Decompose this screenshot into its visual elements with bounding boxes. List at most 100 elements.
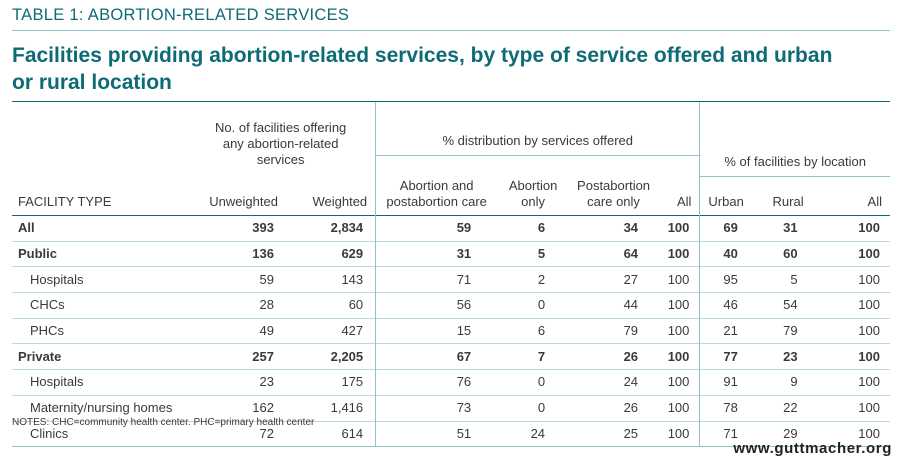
cell-weighted: 427 bbox=[285, 318, 377, 344]
row-label: Hospitals bbox=[30, 271, 84, 287]
cell-all-services: 100 bbox=[658, 343, 701, 370]
table-row: All 393 2,834 59 6 34 100 69 31 100 bbox=[12, 215, 890, 242]
group-header-location: % of facilities by location bbox=[699, 102, 890, 177]
col-weighted: Weighted bbox=[285, 176, 377, 216]
services-header-spacer bbox=[375, 155, 701, 176]
col-rural: Rural bbox=[772, 194, 804, 209]
cell-rural: 79 bbox=[783, 323, 798, 339]
cell-abortion-postabortion: 31 bbox=[456, 246, 472, 262]
cell-abortion-only: 2 bbox=[537, 271, 546, 287]
cell-abortion-postabortion: 71 bbox=[456, 271, 472, 287]
row-label: Maternity/nursing homes bbox=[30, 400, 173, 416]
table-row: Hospitals 59 143 71 2 27 100 95 5 100 bbox=[12, 266, 890, 293]
cell-unweighted: 257 bbox=[252, 348, 274, 364]
cell-urban: 40 bbox=[723, 246, 738, 262]
cell-unweighted: 49 bbox=[259, 323, 274, 339]
cell-all-services: 100 bbox=[658, 215, 701, 242]
data-table: No. of facilities offering any abortion-… bbox=[12, 102, 890, 447]
cell-urban: 21 bbox=[723, 323, 738, 339]
cell-urban: 95 bbox=[723, 271, 738, 287]
cell-unweighted: 28 bbox=[259, 297, 274, 313]
cell-all-location: 100 bbox=[858, 348, 880, 364]
cell-abortion-postabortion: 76 bbox=[456, 374, 472, 390]
col-abortion-postabortion: Abortion and postabortion care bbox=[386, 178, 487, 209]
cell-rural: 9 bbox=[790, 374, 798, 390]
cell-all-services: 100 bbox=[658, 266, 701, 293]
cell-urban: 91 bbox=[723, 374, 738, 390]
cell-all-services: 100 bbox=[658, 292, 701, 319]
cell-abortion-only: 0 bbox=[537, 297, 546, 313]
cell-abortion-postabortion: 67 bbox=[456, 348, 472, 364]
title-divider bbox=[12, 101, 890, 102]
table-title: Facilities providing abortion-related se… bbox=[12, 44, 833, 94]
cell-urban: 46 bbox=[723, 297, 738, 313]
cell-weighted: 2,834 bbox=[285, 215, 377, 242]
table-row: Clinics 72 614 51 24 25 100 71 29 100 bbox=[12, 421, 890, 447]
source-url[interactable]: www.guttmacher.org bbox=[733, 440, 892, 457]
cell-all-services: 100 bbox=[658, 318, 701, 344]
col-all-services: All bbox=[658, 176, 701, 216]
group-header-facilities: No. of facilities offering any abortion-… bbox=[186, 102, 377, 176]
cell-rural: 29 bbox=[783, 425, 798, 441]
cell-rural: 22 bbox=[783, 400, 798, 416]
cell-abortion-postabortion: 73 bbox=[456, 400, 472, 416]
cell-postabortion-only: 25 bbox=[623, 425, 639, 441]
cell-all-services: 100 bbox=[658, 421, 701, 447]
facility-type-spacer bbox=[12, 102, 186, 176]
cell-rural: 60 bbox=[783, 246, 798, 262]
row-label: CHCs bbox=[30, 297, 65, 313]
cell-weighted: 143 bbox=[285, 266, 377, 293]
cell-rural: 54 bbox=[783, 297, 798, 313]
cell-weighted: 60 bbox=[285, 292, 377, 319]
table-body: All 393 2,834 59 6 34 100 69 31 100 Public 136 629 31… bbox=[12, 215, 890, 447]
top-divider bbox=[12, 30, 890, 31]
cell-abortion-only: 0 bbox=[537, 374, 546, 390]
cell-abortion-only: 0 bbox=[537, 400, 546, 416]
col-postabortion-only: Postabortion care only bbox=[577, 178, 651, 209]
cell-rural: 23 bbox=[783, 348, 798, 364]
row-label: Clinics bbox=[30, 425, 69, 441]
cell-all-location: 100 bbox=[858, 297, 880, 313]
cell-rural: 31 bbox=[783, 220, 798, 236]
table-row: CHCs 28 60 56 0 44 100 46 54 100 bbox=[12, 292, 890, 319]
table-label: TABLE 1: ABORTION-RELATED SERVICES bbox=[12, 6, 350, 24]
cell-all-location: 100 bbox=[858, 220, 880, 236]
cell-abortion-only: 6 bbox=[537, 323, 546, 339]
cell-abortion-only: 6 bbox=[537, 220, 546, 236]
cell-unweighted: 136 bbox=[252, 246, 274, 262]
cell-unweighted: 72 bbox=[259, 425, 274, 441]
cell-all-location: 100 bbox=[858, 323, 880, 339]
cell-postabortion-only: 26 bbox=[623, 348, 639, 364]
col-urban: Urban bbox=[708, 194, 744, 209]
cell-weighted: 1,416 bbox=[285, 395, 377, 421]
cell-all-location: 100 bbox=[858, 400, 880, 416]
cell-all-services: 100 bbox=[658, 395, 701, 421]
cell-postabortion-only: 27 bbox=[623, 271, 639, 287]
cell-weighted: 2,205 bbox=[285, 343, 377, 370]
cell-all-services: 100 bbox=[658, 241, 701, 267]
col-facility-type: FACILITY TYPE bbox=[18, 194, 112, 209]
cell-abortion-only: 7 bbox=[537, 348, 546, 364]
cell-postabortion-only: 24 bbox=[623, 374, 639, 390]
cell-unweighted: 23 bbox=[259, 374, 274, 390]
cell-urban: 71 bbox=[723, 425, 738, 441]
row-label: Hospitals bbox=[30, 374, 84, 390]
cell-rural: 5 bbox=[790, 271, 798, 287]
cell-abortion-postabortion: 56 bbox=[456, 297, 472, 313]
cell-unweighted: 59 bbox=[259, 271, 274, 287]
table-row: PHCs 49 427 15 6 79 100 21 79 100 bbox=[12, 318, 890, 344]
row-label: Private bbox=[18, 348, 62, 364]
cell-unweighted: 162 bbox=[252, 400, 274, 416]
cell-postabortion-only: 44 bbox=[623, 297, 639, 313]
row-label: PHCs bbox=[30, 323, 64, 339]
cell-urban: 78 bbox=[723, 400, 738, 416]
cell-unweighted: 393 bbox=[252, 220, 274, 236]
cell-postabortion-only: 26 bbox=[623, 400, 639, 416]
table-row: Maternity/nursing homes 162 1,416 73 0 26 100 7… bbox=[12, 395, 890, 421]
cell-postabortion-only: 79 bbox=[623, 323, 639, 339]
cell-weighted: 614 bbox=[285, 421, 377, 447]
cell-all-location: 100 bbox=[858, 374, 880, 390]
cell-abortion-postabortion: 15 bbox=[456, 323, 472, 339]
cell-all-services: 100 bbox=[658, 369, 701, 396]
table-notes: NOTES: CHC=community health center. PHC=… bbox=[12, 417, 315, 428]
